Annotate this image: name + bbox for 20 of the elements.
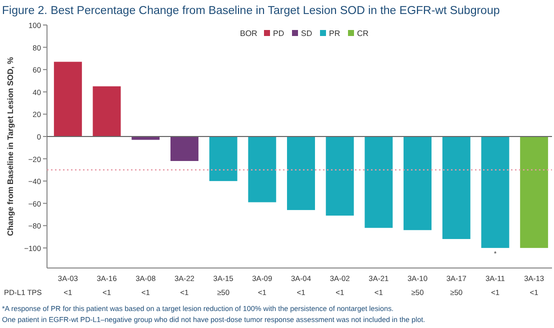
bar xyxy=(170,136,198,161)
bar xyxy=(209,136,238,182)
bar xyxy=(404,136,432,230)
legend-label: SD xyxy=(301,29,312,38)
bar xyxy=(364,136,393,228)
bar xyxy=(520,136,548,248)
bar xyxy=(92,86,121,136)
y-axis-title: Change from Baseline in Target Lesion SOD, % xyxy=(6,57,15,236)
legend-title: BOR xyxy=(240,29,258,38)
bar xyxy=(326,136,354,216)
bar xyxy=(54,62,82,136)
chart-title: Figure 2. Best Percentage Change from Baseline in Target Lesion SOD in the EGFR-wt Subgroup xyxy=(2,5,500,17)
bar xyxy=(442,136,470,240)
bar xyxy=(287,136,315,210)
bar xyxy=(481,136,510,248)
bar xyxy=(248,136,276,202)
legend-label: CR xyxy=(357,29,369,38)
bar xyxy=(132,136,160,140)
legend-label: PR xyxy=(329,29,340,38)
legend-label: PD xyxy=(273,29,284,38)
